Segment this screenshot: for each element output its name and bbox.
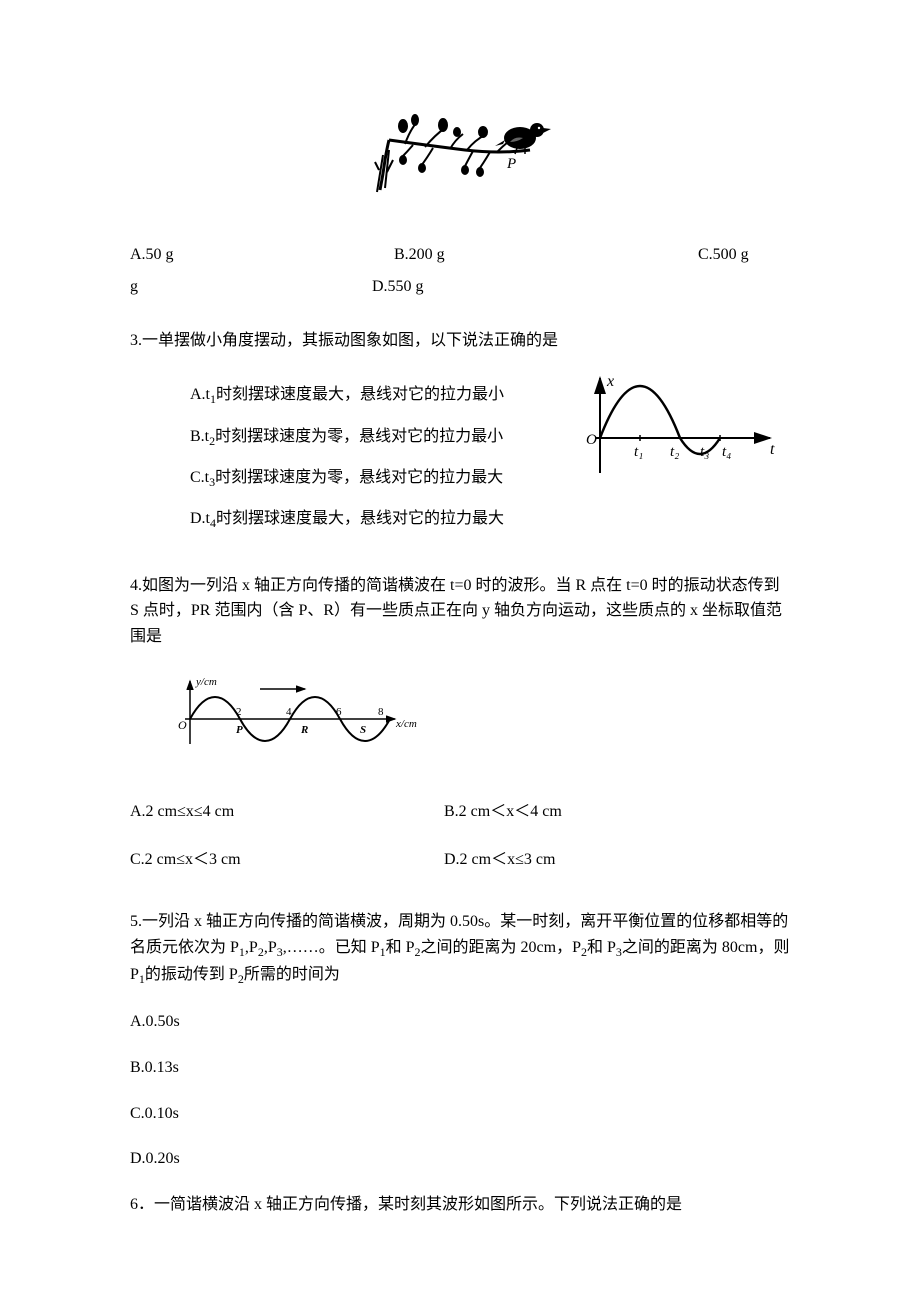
q4-opt-a: A.2 cm≤x≤4 cm <box>130 788 440 836</box>
q4-num-6: 6 <box>336 706 342 718</box>
q2-opt-c: C.500 g <box>698 239 749 271</box>
q4-opt-d: D.2 cm＜x≤3 cm <box>444 851 555 868</box>
q4-y-label: y/cm <box>195 676 217 688</box>
q3-stem: 3.一单摆做小角度摆动，其振动图象如图，以下说法正确的是 <box>130 328 790 354</box>
q2-options: A.50 g B.200 g C.500 g g D.550 g <box>130 239 790 303</box>
q4-lbl-S: S <box>360 724 366 736</box>
q2-opt-b: B.200 g <box>394 239 694 271</box>
q3-tick-1: t₁ <box>634 444 643 460</box>
q5-opt-b: B.0.13s <box>130 1055 790 1081</box>
label-P: P <box>506 156 516 172</box>
q4-x-label: x/cm <box>395 718 417 730</box>
q3-tick-3: t₃ <box>700 444 709 460</box>
q4-num-2: 2 <box>236 706 242 718</box>
q3-opt-a: A.t1时刻摆球速度最大，悬线对它的拉力最小 <box>190 382 570 409</box>
q4-num-4: 4 <box>286 706 292 718</box>
q3-opt-b: B.t2时刻摆球速度为零，悬线对它的拉力最小 <box>190 424 570 451</box>
q4-figure: y/cm x/cm O 2 4 6 8 P R S <box>160 669 790 768</box>
q3-opt-d: D.t4时刻摆球速度最大，悬线对它的拉力最大 <box>190 506 570 533</box>
q4-lbl-R: R <box>300 724 308 736</box>
q4-options: A.2 cm≤x≤4 cm B.2 cm＜x＜4 cm C.2 cm≤x＜3 c… <box>130 788 790 884</box>
q3-opt-c: C.t3时刻摆球速度为零，悬线对它的拉力最大 <box>190 465 570 492</box>
q3-tick-4: t₄ <box>722 444 731 460</box>
q2-opt-d: D.550 g <box>372 278 424 295</box>
q5-opt-d: D.0.20s <box>130 1146 790 1172</box>
q4-opt-b: B.2 cm＜x＜4 cm <box>444 803 562 820</box>
q2-figure: P <box>130 100 790 219</box>
q3-options: A.t1时刻摆球速度最大，悬线对它的拉力最小 B.t2时刻摆球速度为零，悬线对它… <box>130 368 570 548</box>
bird-branch-svg: P <box>355 100 565 210</box>
q3-tick-2: t₂ <box>670 444 679 460</box>
q3-t-label: t <box>770 441 775 458</box>
q4-o-label: O <box>178 718 187 732</box>
q3-figure: x t O t₁ t₂ t₃ t₄ <box>570 368 790 497</box>
q5-stem: 5.一列沿 x 轴正方向传播的简谐横波，周期为 0.50s。某一时刻，离开平衡位… <box>130 909 790 989</box>
q4-num-8: 8 <box>378 706 384 718</box>
q4-opt-c: C.2 cm≤x＜3 cm <box>130 836 440 884</box>
q5-opt-c: C.0.10s <box>130 1101 790 1127</box>
q5-options: A.0.50s B.0.13s C.0.10s D.0.20s <box>130 1009 790 1171</box>
q4-lbl-P: P <box>236 724 243 736</box>
q3-x-label: x <box>606 373 614 390</box>
q4-stem: 4.如图为一列沿 x 轴正方向传播的简谐横波在 t=0 时的波形。当 R 点在 … <box>130 573 790 650</box>
q6-stem: 6．一简谐横波沿 x 轴正方向传播，某时刻其波形如图所示。下列说法正确的是 <box>130 1192 790 1218</box>
q3-o-label: O <box>586 432 597 448</box>
q5-opt-a: A.0.50s <box>130 1009 790 1035</box>
q2-opt-c-cont: g <box>130 278 138 295</box>
q2-opt-a: A.50 g <box>130 239 390 271</box>
